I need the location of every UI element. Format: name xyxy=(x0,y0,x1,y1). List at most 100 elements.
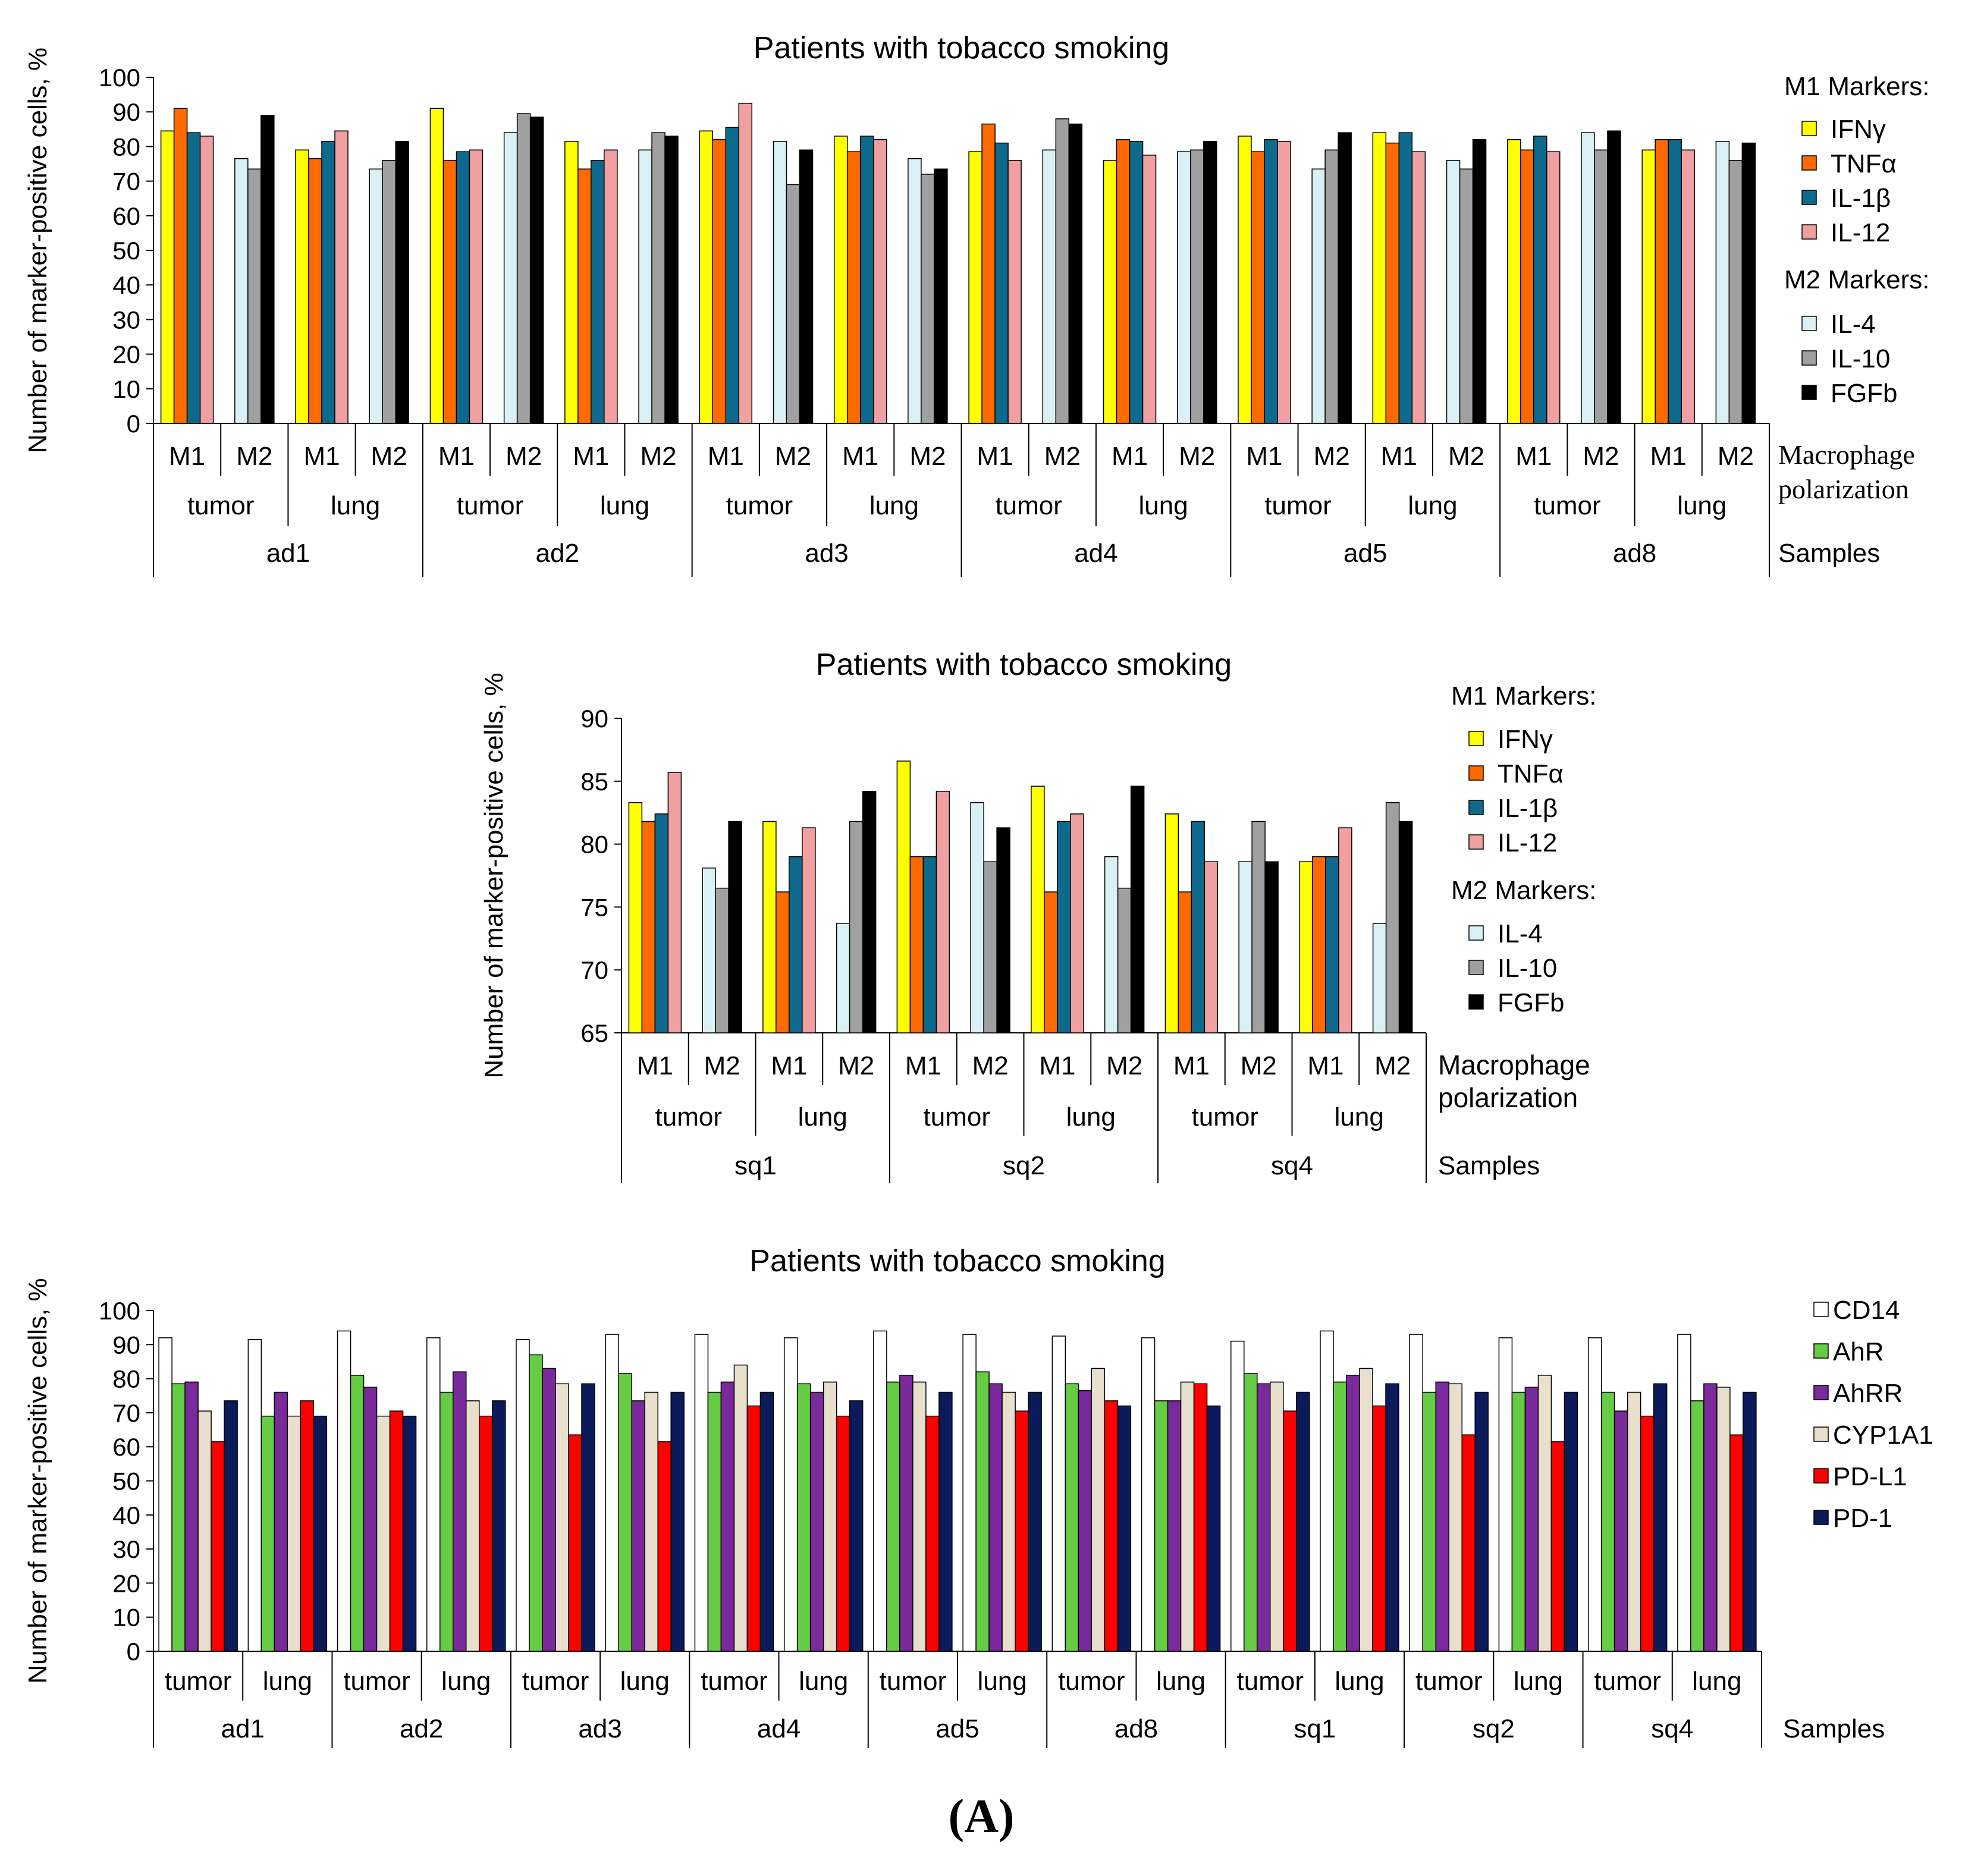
bar-IL-4 xyxy=(1715,140,1730,424)
sample-label: ad8 xyxy=(1613,539,1656,568)
y-tick-label: 80 xyxy=(112,1365,140,1393)
chart-3: Patients with tobacco smoking Number of m… xyxy=(23,1244,1933,1748)
tissue-label: tumor xyxy=(1534,491,1600,520)
chart-title: Patients with tobacco smoking xyxy=(754,31,1169,65)
bar-IL-1β xyxy=(1398,132,1413,424)
bar-IL-4 xyxy=(1042,149,1057,424)
bar-AhR xyxy=(707,1391,722,1652)
bar-IL-12 xyxy=(1204,861,1219,1033)
bar-TNFα xyxy=(909,856,924,1033)
bar-IFNγ xyxy=(295,149,309,424)
legend-label-AhR: AhR xyxy=(1833,1337,1884,1366)
bar-IL-4 xyxy=(1104,856,1119,1033)
bar-FGFb xyxy=(1068,123,1083,424)
bar-AhR xyxy=(440,1391,454,1652)
sample-label: ad5 xyxy=(936,1714,979,1743)
bar-AhR xyxy=(171,1383,186,1652)
tissue-label: lung xyxy=(1335,1667,1384,1696)
tissue-label: lung xyxy=(1335,1102,1384,1132)
bar-CYP1A1 xyxy=(1359,1368,1373,1652)
polarization-label: M2 xyxy=(1314,442,1350,471)
tissue-label: lung xyxy=(263,1667,312,1696)
bar-AhR xyxy=(1244,1373,1258,1652)
bar-IL-1β xyxy=(1057,821,1071,1033)
bar-PD-1 xyxy=(1028,1391,1042,1652)
bar-PD-L1 xyxy=(1461,1434,1476,1652)
legend-label-IFNγ: IFNγ xyxy=(1498,725,1553,754)
tissue-label: tumor xyxy=(880,1667,946,1696)
bar-IFNγ xyxy=(1164,813,1179,1033)
bar-IL-1β xyxy=(321,140,335,424)
bar-IL-10 xyxy=(715,887,729,1033)
bar-IL-12 xyxy=(1546,151,1561,424)
polarization-label: M2 xyxy=(641,442,677,471)
bar-AhRR xyxy=(1613,1410,1628,1652)
bar-AhR xyxy=(886,1381,900,1652)
tissue-label: lung xyxy=(331,491,380,520)
bar-CYP1A1 xyxy=(197,1410,212,1652)
sample-label: ad2 xyxy=(536,539,579,568)
tissue-label: tumor xyxy=(924,1102,990,1132)
polarization-label: M1 xyxy=(1039,1051,1075,1080)
bar-IFNγ xyxy=(699,130,714,424)
tissue-label: lung xyxy=(1677,491,1726,520)
bar-IL-10 xyxy=(983,861,997,1033)
bar-IFNγ xyxy=(1641,149,1656,424)
y-tick-label: 70 xyxy=(112,168,140,196)
bar-PD-L1 xyxy=(925,1415,940,1652)
y-tick-label: 40 xyxy=(112,271,140,299)
legend-swatch-TNFα xyxy=(1468,765,1484,781)
polarization-label: M1 xyxy=(438,442,475,471)
tissue-label: lung xyxy=(798,1102,847,1132)
bar-FGFb xyxy=(1607,130,1621,424)
bar-FGFb xyxy=(862,790,877,1033)
bar-CD14 xyxy=(873,1330,887,1652)
sample-label: ad1 xyxy=(266,539,310,568)
bar-CD14 xyxy=(337,1330,351,1652)
polarization-label: M2 xyxy=(1044,442,1081,471)
bar-FGFb xyxy=(1203,140,1217,424)
legend-swatch-IL-4 xyxy=(1468,925,1484,941)
y-tick-label: 20 xyxy=(112,341,140,369)
bar-IL-12 xyxy=(1070,813,1084,1033)
polarization-label: M1 xyxy=(708,442,744,471)
bar-IL-10 xyxy=(1055,118,1070,424)
bar-CD14 xyxy=(516,1338,530,1652)
sample-label: ad4 xyxy=(1074,539,1117,568)
sample-label: ad5 xyxy=(1343,539,1387,568)
bar-CD14 xyxy=(1230,1340,1245,1652)
bar-FGFb xyxy=(1338,132,1352,424)
bar-PD-L1 xyxy=(836,1415,850,1652)
bar-TNFα xyxy=(173,108,188,424)
tissue-label: tumor xyxy=(1237,1667,1304,1696)
tissue-label: tumor xyxy=(1264,491,1331,520)
y-tick-label: 10 xyxy=(112,375,140,403)
bar-PD-L1 xyxy=(1372,1405,1386,1652)
bar-IL-12 xyxy=(199,136,214,424)
y-tick-label: 100 xyxy=(99,1297,140,1325)
bar-AhR xyxy=(1690,1400,1704,1652)
polarization-label: M1 xyxy=(1112,442,1148,471)
bar-CYP1A1 xyxy=(287,1415,302,1652)
bar-CYP1A1 xyxy=(376,1415,391,1652)
tissue-label: lung xyxy=(1692,1667,1741,1696)
bar-IL-4 xyxy=(1311,168,1326,424)
bar-IL-12 xyxy=(802,827,816,1033)
bar-CD14 xyxy=(1409,1334,1423,1652)
bar-CD14 xyxy=(783,1337,798,1652)
polarization-label: M2 xyxy=(704,1051,740,1080)
bar-CD14 xyxy=(426,1337,441,1652)
legend-label-IL-10: IL-10 xyxy=(1831,344,1890,373)
tissue-label: tumor xyxy=(655,1102,722,1132)
y-tick-label: 0 xyxy=(127,1638,140,1666)
polarization-label: M1 xyxy=(1381,442,1417,471)
bar-AhR xyxy=(529,1354,543,1652)
bar-IL-12 xyxy=(604,149,618,424)
polarization-label: M2 xyxy=(1583,442,1619,471)
legend-swatch-PD-L1 xyxy=(1813,1468,1829,1484)
bar-AhRR xyxy=(542,1368,556,1652)
tissue-label: tumor xyxy=(1594,1667,1660,1696)
sample-label: ad2 xyxy=(400,1714,443,1743)
legend-swatch-AhRR xyxy=(1813,1385,1829,1400)
bar-AhRR xyxy=(809,1391,824,1652)
